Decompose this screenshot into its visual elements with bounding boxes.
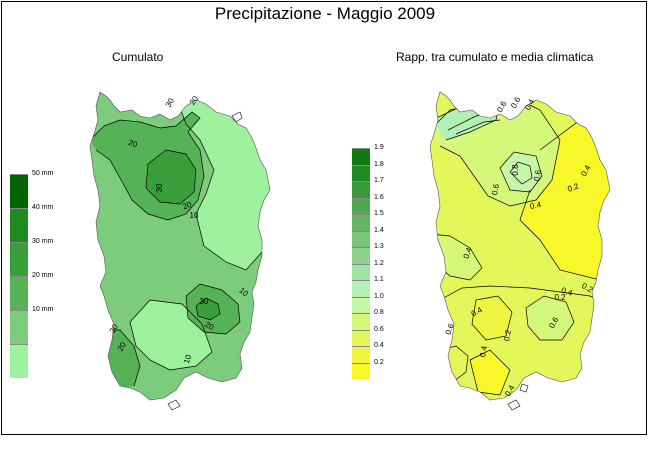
figure-frame [1, 1, 647, 435]
ratio-legend-swatch [352, 214, 370, 231]
low-ratio-zone-south [470, 350, 510, 395]
contour-label: 30 [164, 96, 177, 109]
islet [231, 111, 243, 123]
contour-label: 0.6 [509, 95, 523, 110]
ratio-legend-swatch [352, 230, 370, 247]
cumulative-legend: 50 mm 40 mm 30 mm 20 mm 10 mm [10, 170, 90, 380]
wettest-zone-central [196, 298, 220, 320]
contour-label: 0.6 [444, 322, 456, 336]
contour-label: 0.2 [502, 329, 513, 342]
contour-label: 0.4 [560, 286, 574, 298]
cumulative-legend-swatch [10, 310, 28, 344]
ratio-map: 0.6 0.40.60.8 0.60.40.20.40.20.40.60.20.40… [429, 91, 611, 411]
ratio-legend-swatch [352, 263, 370, 280]
cumulative-legend-label: 20 mm [32, 272, 54, 279]
ratio-legend-swatch [352, 329, 370, 346]
cumulative-legend-swatch [10, 276, 28, 310]
contour-label: 0.6 [495, 99, 509, 114]
contour-label: 30 [155, 183, 164, 192]
ratio-legend-label: 1.3 [374, 243, 384, 250]
cumulative-legend-swatch [10, 242, 28, 276]
contour-label: 0.2 [554, 293, 566, 302]
low-ratio-zone-southwest [472, 296, 512, 340]
contour-label: 0.2 [566, 181, 580, 193]
contour-label: 0.4 [529, 200, 542, 211]
right-map-subtitle: Rapp. tra cumulato e media climatica [396, 50, 594, 64]
ratio-legend-label: 1.2 [374, 259, 384, 267]
high-ratio-zone-central [526, 296, 574, 340]
ratio-legend-label: 1.9 [374, 144, 384, 151]
ratio-legend-swatch [352, 346, 370, 363]
wettest-zone-north [146, 150, 196, 204]
ratio-legend-swatch [352, 280, 370, 297]
islet [507, 399, 521, 411]
ratio-legend-label: 0.6 [374, 325, 384, 333]
cumulative-legend-label: 10 mm [32, 306, 54, 313]
ratio-legend-label: 0.4 [374, 342, 384, 349]
contour-label: 0.8 [511, 164, 520, 176]
cumulative-legend-swatch [10, 208, 28, 242]
ratio-legend-label: 0.2 [374, 358, 384, 366]
ratio-legend-label: 1.8 [374, 160, 384, 168]
cumulative-legend-label: 30 mm [32, 238, 54, 245]
ratio-legend-swatch [352, 247, 370, 264]
contour-label: 10 [182, 353, 194, 365]
ratio-legend-swatch [352, 197, 370, 214]
ratio-legend-label: 1.5 [374, 210, 384, 217]
islet [519, 383, 529, 393]
max-ratio-zone-north [500, 152, 542, 192]
left-map-subtitle: Cumulato [112, 50, 164, 64]
ratio-legend-swatch [352, 148, 370, 165]
cumulative-legend-swatch [10, 344, 28, 378]
contour-label: 20 [181, 200, 193, 212]
contour-label: 30 [200, 297, 209, 306]
ratio-legend-label: 1.1 [374, 276, 384, 283]
contour-label: 0.4 [478, 345, 489, 358]
ratio-legend: 1.9 1.8 1.7 1.6 1.5 1.4 1.3 1.2 1.1 1.0 0.8 0.6 0.4 0… [352, 144, 412, 380]
islet [167, 399, 181, 411]
ratio-legend-swatch [352, 164, 370, 181]
ratio-legend-swatch [352, 296, 370, 313]
dry-zone-east [178, 96, 270, 270]
ratio-legend-label: 1.0 [374, 292, 384, 300]
figure-title: Precipitazione - Maggio 2009 [214, 4, 436, 23]
ratio-legend-label: 1.4 [374, 226, 384, 234]
contour-label: 10 [190, 211, 199, 220]
contour-label: 0.6 [532, 169, 543, 182]
contour-label: 0.4 [462, 246, 474, 260]
cumulative-legend-label: 40 mm [32, 204, 54, 211]
ratio-legend-label: 0.8 [374, 309, 384, 316]
ratio-legend-swatch [352, 181, 370, 198]
cumulative-legend-swatch [10, 174, 28, 208]
ratio-legend-label: 1.7 [374, 177, 384, 184]
ratio-legend-swatch [352, 362, 370, 379]
cumulative-legend-label: 50 mm [32, 170, 54, 177]
contour-label: 0.6 [490, 183, 501, 196]
contour-label: 20 [127, 138, 139, 150]
ratio-legend-swatch [352, 313, 370, 330]
ratio-legend-label: 1.6 [374, 193, 384, 201]
